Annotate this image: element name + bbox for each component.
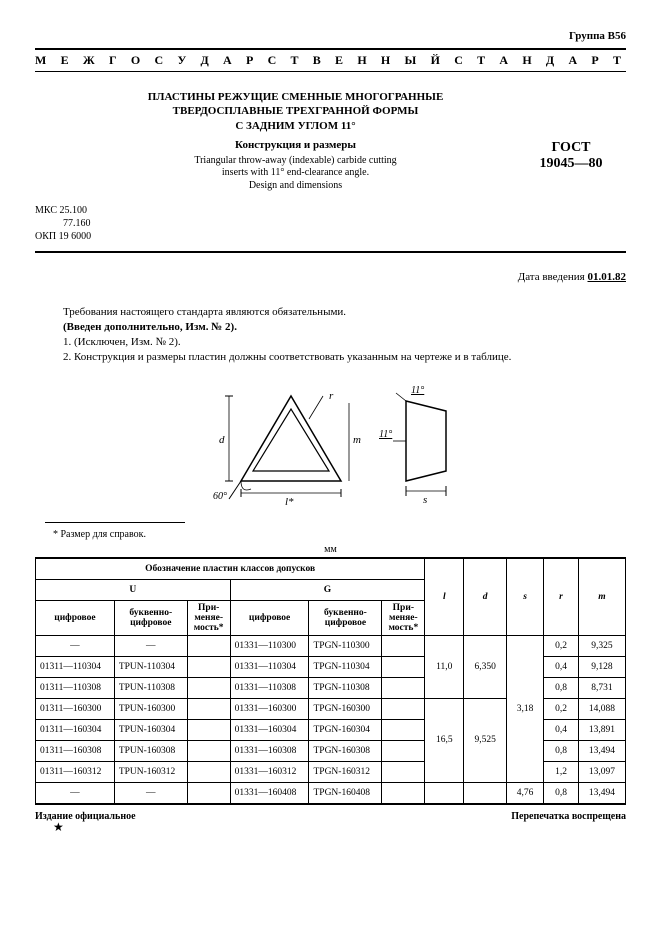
th-l: l [425, 558, 464, 636]
footer-left: Издание официальное [35, 811, 136, 822]
gost-l1: ГОСТ [516, 140, 626, 156]
footer-right: Перепечатка воспрещена [511, 811, 626, 822]
rule-thick [35, 251, 626, 253]
body-text: Требования настоящего стандарта являются… [35, 305, 626, 364]
diagram: 60° d m l* r 11° 11° [35, 371, 626, 516]
gost-l2: 19045—80 [516, 156, 626, 172]
gost-number: ГОСТ 19045—80 [516, 90, 626, 192]
title-en-l2: inserts with 11° end-clearance angle. [222, 167, 369, 178]
table-row: — — 01331—160408 TPGN-160408 4,76 0,8 13… [36, 782, 626, 804]
title-ru: ПЛАСТИНЫ РЕЖУЩИЕ СМЕННЫЕ МНОГОГРАННЫЕ ТВ… [75, 90, 516, 133]
group-label: Группа В56 [35, 30, 626, 42]
header-left: ПЛАСТИНЫ РЕЖУЩИЕ СМЕННЫЕ МНОГОГРАННЫЕ ТВ… [35, 90, 516, 192]
table-row: — — 01331—110300 TPGN-110300 11,0 6,350 … [36, 635, 626, 656]
date-line: Дата введения 01.01.82 [35, 271, 626, 283]
mks2: 77.160 [63, 218, 91, 229]
mm-label: мм [35, 544, 626, 555]
angle-11b: 11° [379, 429, 392, 440]
title-en-l1: Triangular throw-away (indexable) carbid… [194, 155, 396, 166]
th-d: d [464, 558, 507, 636]
angle-11a: 11° [411, 385, 424, 396]
subtitle-ru: Конструкция и размеры [75, 139, 516, 151]
dim-r: r [329, 390, 334, 402]
mks1: МКС 25.100 [35, 205, 87, 216]
angle-60: 60° [213, 491, 227, 502]
star-icon: ★ [53, 820, 626, 835]
codes: МКС 25.100 77.160 ОКП 19 6000 [35, 204, 626, 243]
para4: 2. Конструкция и размеры пластин должны … [45, 350, 616, 365]
data-table: Обозначение пластин классов допусков l d… [35, 557, 626, 805]
para3: 1. (Исключен, Изм. № 2). [45, 335, 616, 350]
th-alnum-g: буквенно-цифровое [309, 600, 382, 635]
th-alnum-u: буквенно-цифровое [114, 600, 187, 635]
dim-l: l* [285, 496, 294, 508]
title-ru-l1: ПЛАСТИНЫ РЕЖУЩИЕ СМЕННЫЕ МНОГОГРАННЫЕ [148, 91, 444, 103]
footnote: * Размер для справок. [35, 529, 626, 540]
date-label: Дата введения [518, 271, 585, 283]
th-m: m [578, 558, 625, 636]
th-r: r [544, 558, 579, 636]
okp: ОКП 19 6000 [35, 231, 91, 242]
th-s: s [507, 558, 544, 636]
standard-banner: М Е Ж Г О С У Д А Р С Т В Е Н Н Ы Й С Т … [35, 48, 626, 72]
header-block: ПЛАСТИНЫ РЕЖУЩИЕ СМЕННЫЕ МНОГОГРАННЫЕ ТВ… [35, 90, 626, 192]
page: Группа В56 М Е Ж Г О С У Д А Р С Т В Е Н… [0, 0, 661, 936]
title-ru-l3: С ЗАДНИМ УГЛОМ 11° [235, 120, 355, 132]
th-G: G [230, 579, 425, 600]
para1: Требования настоящего стандарта являются… [45, 305, 616, 320]
th-num-g: цифровое [230, 600, 309, 635]
date-value: 01.01.82 [588, 271, 627, 283]
title-en-l3: Design and dimensions [249, 180, 342, 191]
dim-d: d [219, 434, 225, 446]
title-en: Triangular throw-away (indexable) carbid… [75, 155, 516, 193]
th-U: U [36, 579, 231, 600]
dim-m: m [353, 434, 361, 446]
title-ru-l2: ТВЕРДОСПЛАВНЫЕ ТРЕХГРАННОЙ ФОРМЫ [173, 105, 419, 117]
th-apply-g: При-меняе-мость* [382, 600, 425, 635]
rule-thin-1 [45, 522, 185, 523]
dim-s: s [423, 494, 427, 506]
th-top: Обозначение пластин классов допусков [36, 558, 425, 580]
diagram-svg: 60° d m l* r 11° 11° [181, 371, 481, 511]
para2: (Введен дополнительно, Изм. № 2). [45, 320, 616, 335]
th-apply-u: При-меняе-мость* [187, 600, 230, 635]
th-num-u: цифровое [36, 600, 115, 635]
